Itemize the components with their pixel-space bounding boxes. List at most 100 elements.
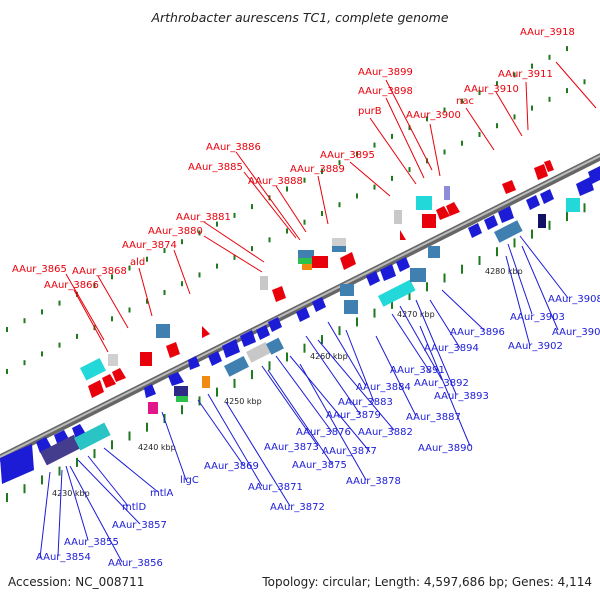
tick-mark (356, 317, 358, 323)
tick-mark (443, 107, 446, 113)
gene-arrow (0, 444, 34, 484)
tick-mark (128, 265, 131, 271)
tick-mark (531, 105, 533, 111)
gene-label: AAur_3892 (414, 378, 469, 389)
tick-mark (408, 125, 411, 131)
gene-label: mtlA (150, 488, 173, 499)
tick-mark (181, 405, 183, 411)
gene-label: AAur_3888 (248, 176, 303, 187)
tick-mark (268, 361, 271, 367)
tick-mark (146, 298, 148, 304)
tick-mark (181, 409, 183, 415)
tick-mark (93, 453, 96, 459)
gene-arrow (468, 223, 482, 238)
gene-label: AAur_3868 (72, 266, 127, 277)
tick-mark (548, 54, 551, 60)
tick-mark (408, 291, 411, 297)
tick-mark (566, 216, 568, 222)
tick-mark (286, 186, 288, 192)
kbp-label: 4280 kbp (485, 267, 523, 276)
gene-arrow (312, 297, 326, 312)
tick-mark (478, 260, 481, 265)
gene-box (302, 264, 312, 270)
tick-mark (513, 114, 516, 120)
gene-arrow (436, 206, 450, 220)
tick-mark (128, 435, 131, 441)
gene-arrow (256, 325, 270, 340)
tick-mark (128, 307, 131, 313)
gene-label: AAur_3904 (552, 327, 600, 338)
gene-arrow (534, 164, 548, 180)
gene-box (39, 434, 81, 466)
tick-mark (321, 335, 323, 340)
tick-mark (251, 374, 253, 380)
tick-mark (356, 321, 358, 327)
gene-box (378, 279, 416, 307)
tick-mark (496, 247, 498, 253)
gene-arrow (112, 368, 126, 382)
gene-arrow (588, 166, 600, 184)
gene-label: AAur_3899 (358, 67, 413, 78)
gene-box (566, 198, 580, 212)
gene-box (74, 422, 111, 451)
tick-mark (583, 79, 586, 85)
gene-arrow (446, 202, 460, 216)
kbp-label: 4230 kbp (52, 489, 90, 498)
gene-label: ald (130, 257, 145, 268)
gene-label: ligC (180, 475, 199, 486)
tick-mark (93, 449, 96, 455)
gene-label: AAur_3908 (548, 294, 600, 305)
tick-mark (198, 272, 201, 278)
kbp-label: 4270 kbp (397, 310, 435, 319)
tick-mark (321, 169, 323, 174)
gene-arrow (544, 160, 554, 172)
gene-label: AAur_3891 (390, 365, 445, 376)
gene-box (156, 324, 170, 338)
gene-box (246, 342, 272, 363)
tick-mark (146, 426, 148, 432)
tick-mark (531, 233, 533, 239)
gene-label: AAur_3902 (508, 341, 563, 352)
gene-label: AAur_3890 (418, 443, 473, 454)
tick-mark (93, 283, 96, 289)
tick-mark (426, 286, 428, 292)
tick-mark (303, 219, 306, 225)
gene-box (332, 238, 346, 246)
tick-mark (23, 318, 26, 324)
gene-arrow (102, 374, 116, 388)
gene-label: AAur_3875 (292, 460, 347, 471)
gene-label: AAur_3893 (434, 391, 489, 402)
minus-strand-genes (0, 166, 600, 484)
tick-mark (566, 212, 568, 218)
gene-label: AAur_3876 (296, 427, 351, 438)
gene-label: AAur_3918 (520, 27, 575, 38)
gene-label: mtlD (122, 502, 146, 513)
tick-mark (6, 493, 8, 498)
tick-mark (303, 343, 306, 349)
tick-mark (303, 347, 306, 353)
tick-mark (356, 193, 358, 199)
tick-mark (566, 46, 568, 52)
tick-mark (566, 88, 568, 94)
tick-mark (163, 414, 166, 419)
tick-mark (128, 431, 131, 437)
gene-label: AAur_3869 (204, 461, 259, 472)
tick-mark (58, 466, 61, 472)
gene-label: AAur_3896 (450, 327, 505, 338)
tick-mark (496, 123, 498, 129)
tick-mark (286, 356, 288, 362)
tick-mark (41, 309, 43, 315)
tick-mark (338, 326, 341, 332)
tick-mark (426, 116, 428, 122)
gene-label: AAur_3874 (122, 240, 177, 251)
gene-arrow (208, 351, 222, 366)
tick-mark (391, 175, 393, 181)
tick-mark (163, 248, 166, 253)
tick-mark (338, 202, 341, 208)
tick-mark (583, 203, 586, 209)
tick-mark (461, 264, 463, 270)
gene-box (298, 258, 314, 264)
gene-arrow (380, 264, 396, 281)
tick-mark (198, 230, 201, 236)
